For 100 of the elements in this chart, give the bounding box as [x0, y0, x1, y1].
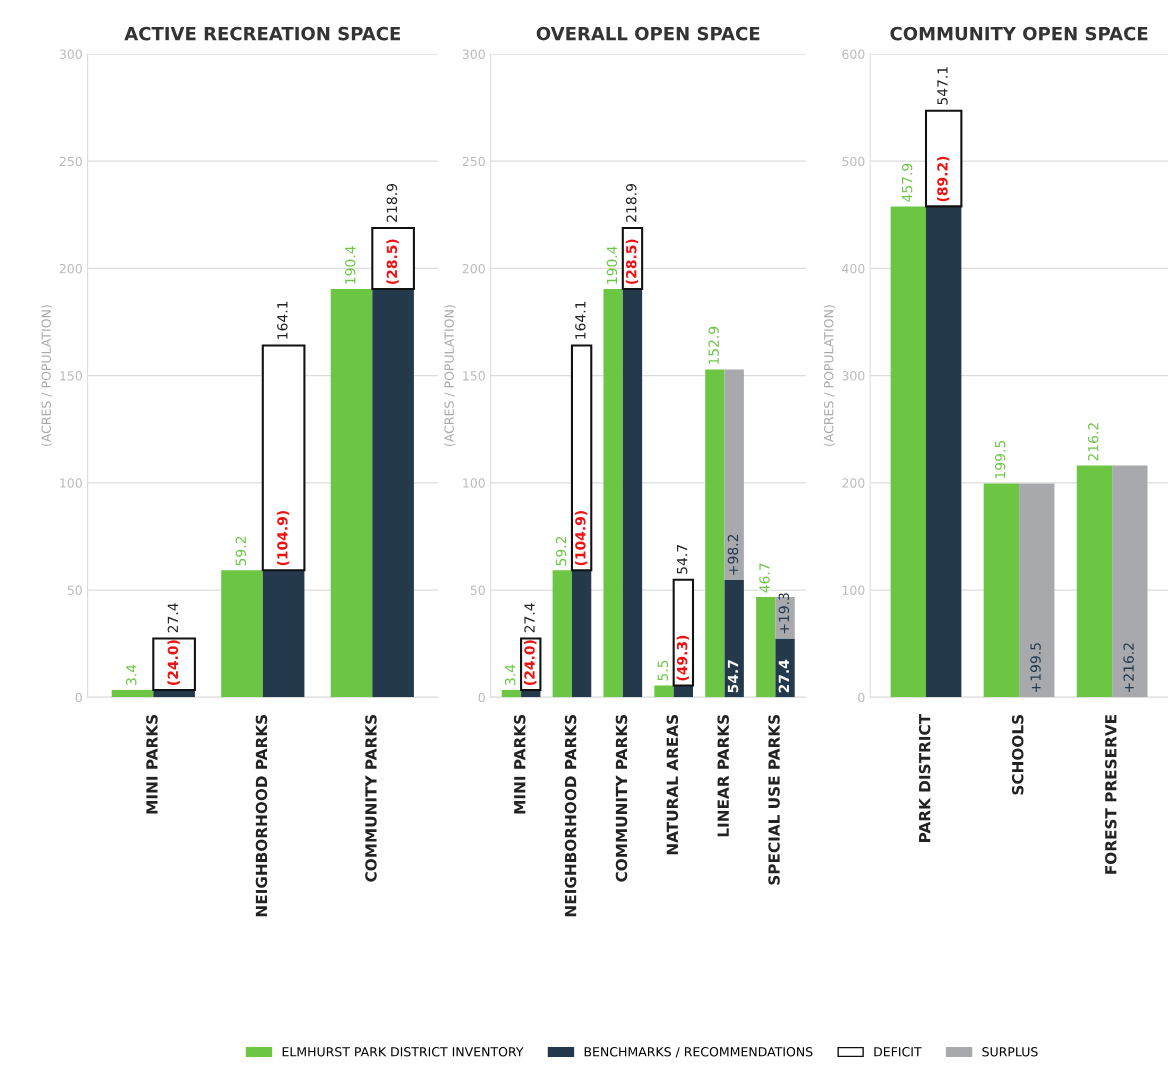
chart-title: OVERALL OPEN SPACE	[536, 26, 760, 41]
data-label: 27.4	[778, 659, 789, 693]
y-tick-label: 300	[842, 371, 865, 381]
data-label: (28.5)	[625, 239, 639, 284]
x-tick-label: NEIGHBORHOOD PARKS	[255, 715, 268, 917]
y-tick-label: 400	[842, 263, 865, 274]
data-label: +199.5	[1030, 643, 1041, 692]
data-label: (28.5)	[386, 239, 399, 284]
annotation: 54.7	[677, 545, 688, 574]
bar	[501, 689, 522, 698]
data-label: (104.9)	[574, 511, 588, 566]
y-tick-label: 300	[59, 49, 82, 59]
bar	[603, 289, 623, 698]
bar	[724, 579, 744, 698]
y-tick-label: 100	[463, 478, 485, 488]
bar	[926, 206, 962, 698]
bar	[622, 289, 643, 698]
x-tick-label: SCHOOLS	[1011, 715, 1024, 795]
legend-label: ELMHURST PARK DISTRICT INVENTORY	[282, 1047, 524, 1057]
y-tick-label: 600	[842, 49, 865, 59]
bar	[152, 637, 196, 691]
data-label: 59.2	[235, 536, 247, 566]
annotation: 164.1	[277, 301, 288, 339]
bar	[1019, 483, 1055, 698]
bar	[552, 570, 572, 698]
y-axis-title: (ACRES / POPULATION)	[444, 305, 456, 447]
data-label: 190.4	[345, 246, 356, 284]
y-tick-label: 250	[462, 156, 485, 167]
annotation: 27.4	[167, 603, 178, 633]
y-tick-label: 0	[478, 692, 485, 703]
bar	[111, 689, 154, 698]
bar	[983, 483, 1020, 698]
bar	[261, 344, 306, 572]
x-tick-label: MINI PARKS	[146, 715, 158, 814]
data-label: 216.2	[1087, 423, 1099, 461]
x-tick-label: MINI PARKS	[513, 715, 526, 814]
y-tick-label: 250	[59, 156, 82, 167]
legend-label: SURPLUS	[982, 1047, 1038, 1057]
bar	[756, 597, 776, 698]
chart-title: COMMUNITY OPEN SPACE	[890, 26, 1148, 41]
x-tick-label: COMMUNITY PARKS	[365, 715, 377, 882]
data-label: 5.5	[657, 660, 669, 681]
x-tick-label: PARK DISTRICT	[918, 713, 931, 842]
y-tick-label: 200	[842, 478, 865, 488]
bar	[371, 226, 415, 291]
bar	[571, 570, 592, 698]
bar	[890, 206, 926, 698]
bar	[372, 289, 414, 698]
legend-label: BENCHMARKS / RECOMMENDATIONS	[584, 1047, 813, 1058]
data-label: 152.9	[708, 326, 719, 365]
y-tick-label: 500	[842, 156, 865, 167]
bar	[330, 289, 373, 698]
y-tick-label: 200	[462, 263, 485, 274]
x-tick-label: NEIGHBORHOOD PARKS	[564, 715, 577, 917]
x-tick-label: SPECIAL USE PARKS	[768, 715, 780, 885]
data-label: 3.4	[504, 664, 516, 686]
data-label: +216.2	[1123, 643, 1134, 692]
y-tick-label: 300	[462, 49, 485, 59]
y-tick-label: 0	[75, 692, 82, 703]
bar	[924, 109, 963, 208]
data-label: +19.3	[778, 593, 790, 634]
bar	[221, 570, 263, 698]
y-tick-label: 50	[67, 585, 82, 595]
annotation: 218.9	[626, 184, 637, 222]
data-label: (104.9)	[276, 511, 290, 566]
annotation: 27.4	[524, 603, 535, 633]
data-label: 3.4	[126, 664, 137, 686]
data-label: (49.3)	[676, 635, 689, 681]
x-tick-label: COMMUNITY PARKS	[615, 715, 628, 882]
data-label: 46.7	[759, 563, 770, 593]
annotation: 164.1	[575, 301, 586, 339]
bar	[1076, 465, 1113, 698]
legend-label: DEFICIT	[874, 1047, 922, 1057]
bar	[724, 369, 744, 580]
y-tick-label: 200	[59, 263, 82, 274]
annotation: 547.1	[937, 67, 948, 105]
annotation: 218.9	[386, 184, 398, 222]
x-tick-label: FOREST PRESERVE	[1105, 715, 1117, 874]
y-tick-label: 150	[463, 371, 485, 381]
bar	[570, 344, 593, 572]
data-label: 54.7	[727, 660, 739, 693]
chart-title: ACTIVE RECREATION SPACE	[124, 26, 401, 41]
bar	[775, 638, 795, 698]
y-axis-title: (ACRES / POPULATION)	[823, 305, 835, 447]
data-label: 59.2	[555, 536, 567, 566]
data-label: +98.2	[727, 534, 739, 575]
y-tick-label: 100	[60, 478, 82, 488]
data-label: 199.5	[994, 440, 1006, 478]
data-label: (89.2)	[936, 156, 950, 202]
x-tick-label: NATURAL AREAS	[666, 715, 679, 855]
bar	[262, 570, 305, 698]
data-label: (24.0)	[167, 640, 180, 685]
y-tick-label: 100	[842, 585, 865, 595]
y-tick-label: 150	[60, 371, 82, 381]
bar	[705, 369, 725, 698]
x-tick-label: LINEAR PARKS	[717, 715, 729, 837]
y-axis-title: (ACRES / POPULATION)	[41, 305, 53, 447]
data-label: (24.0)	[524, 640, 537, 685]
y-tick-label: 0	[858, 692, 865, 703]
bar	[1112, 465, 1148, 698]
